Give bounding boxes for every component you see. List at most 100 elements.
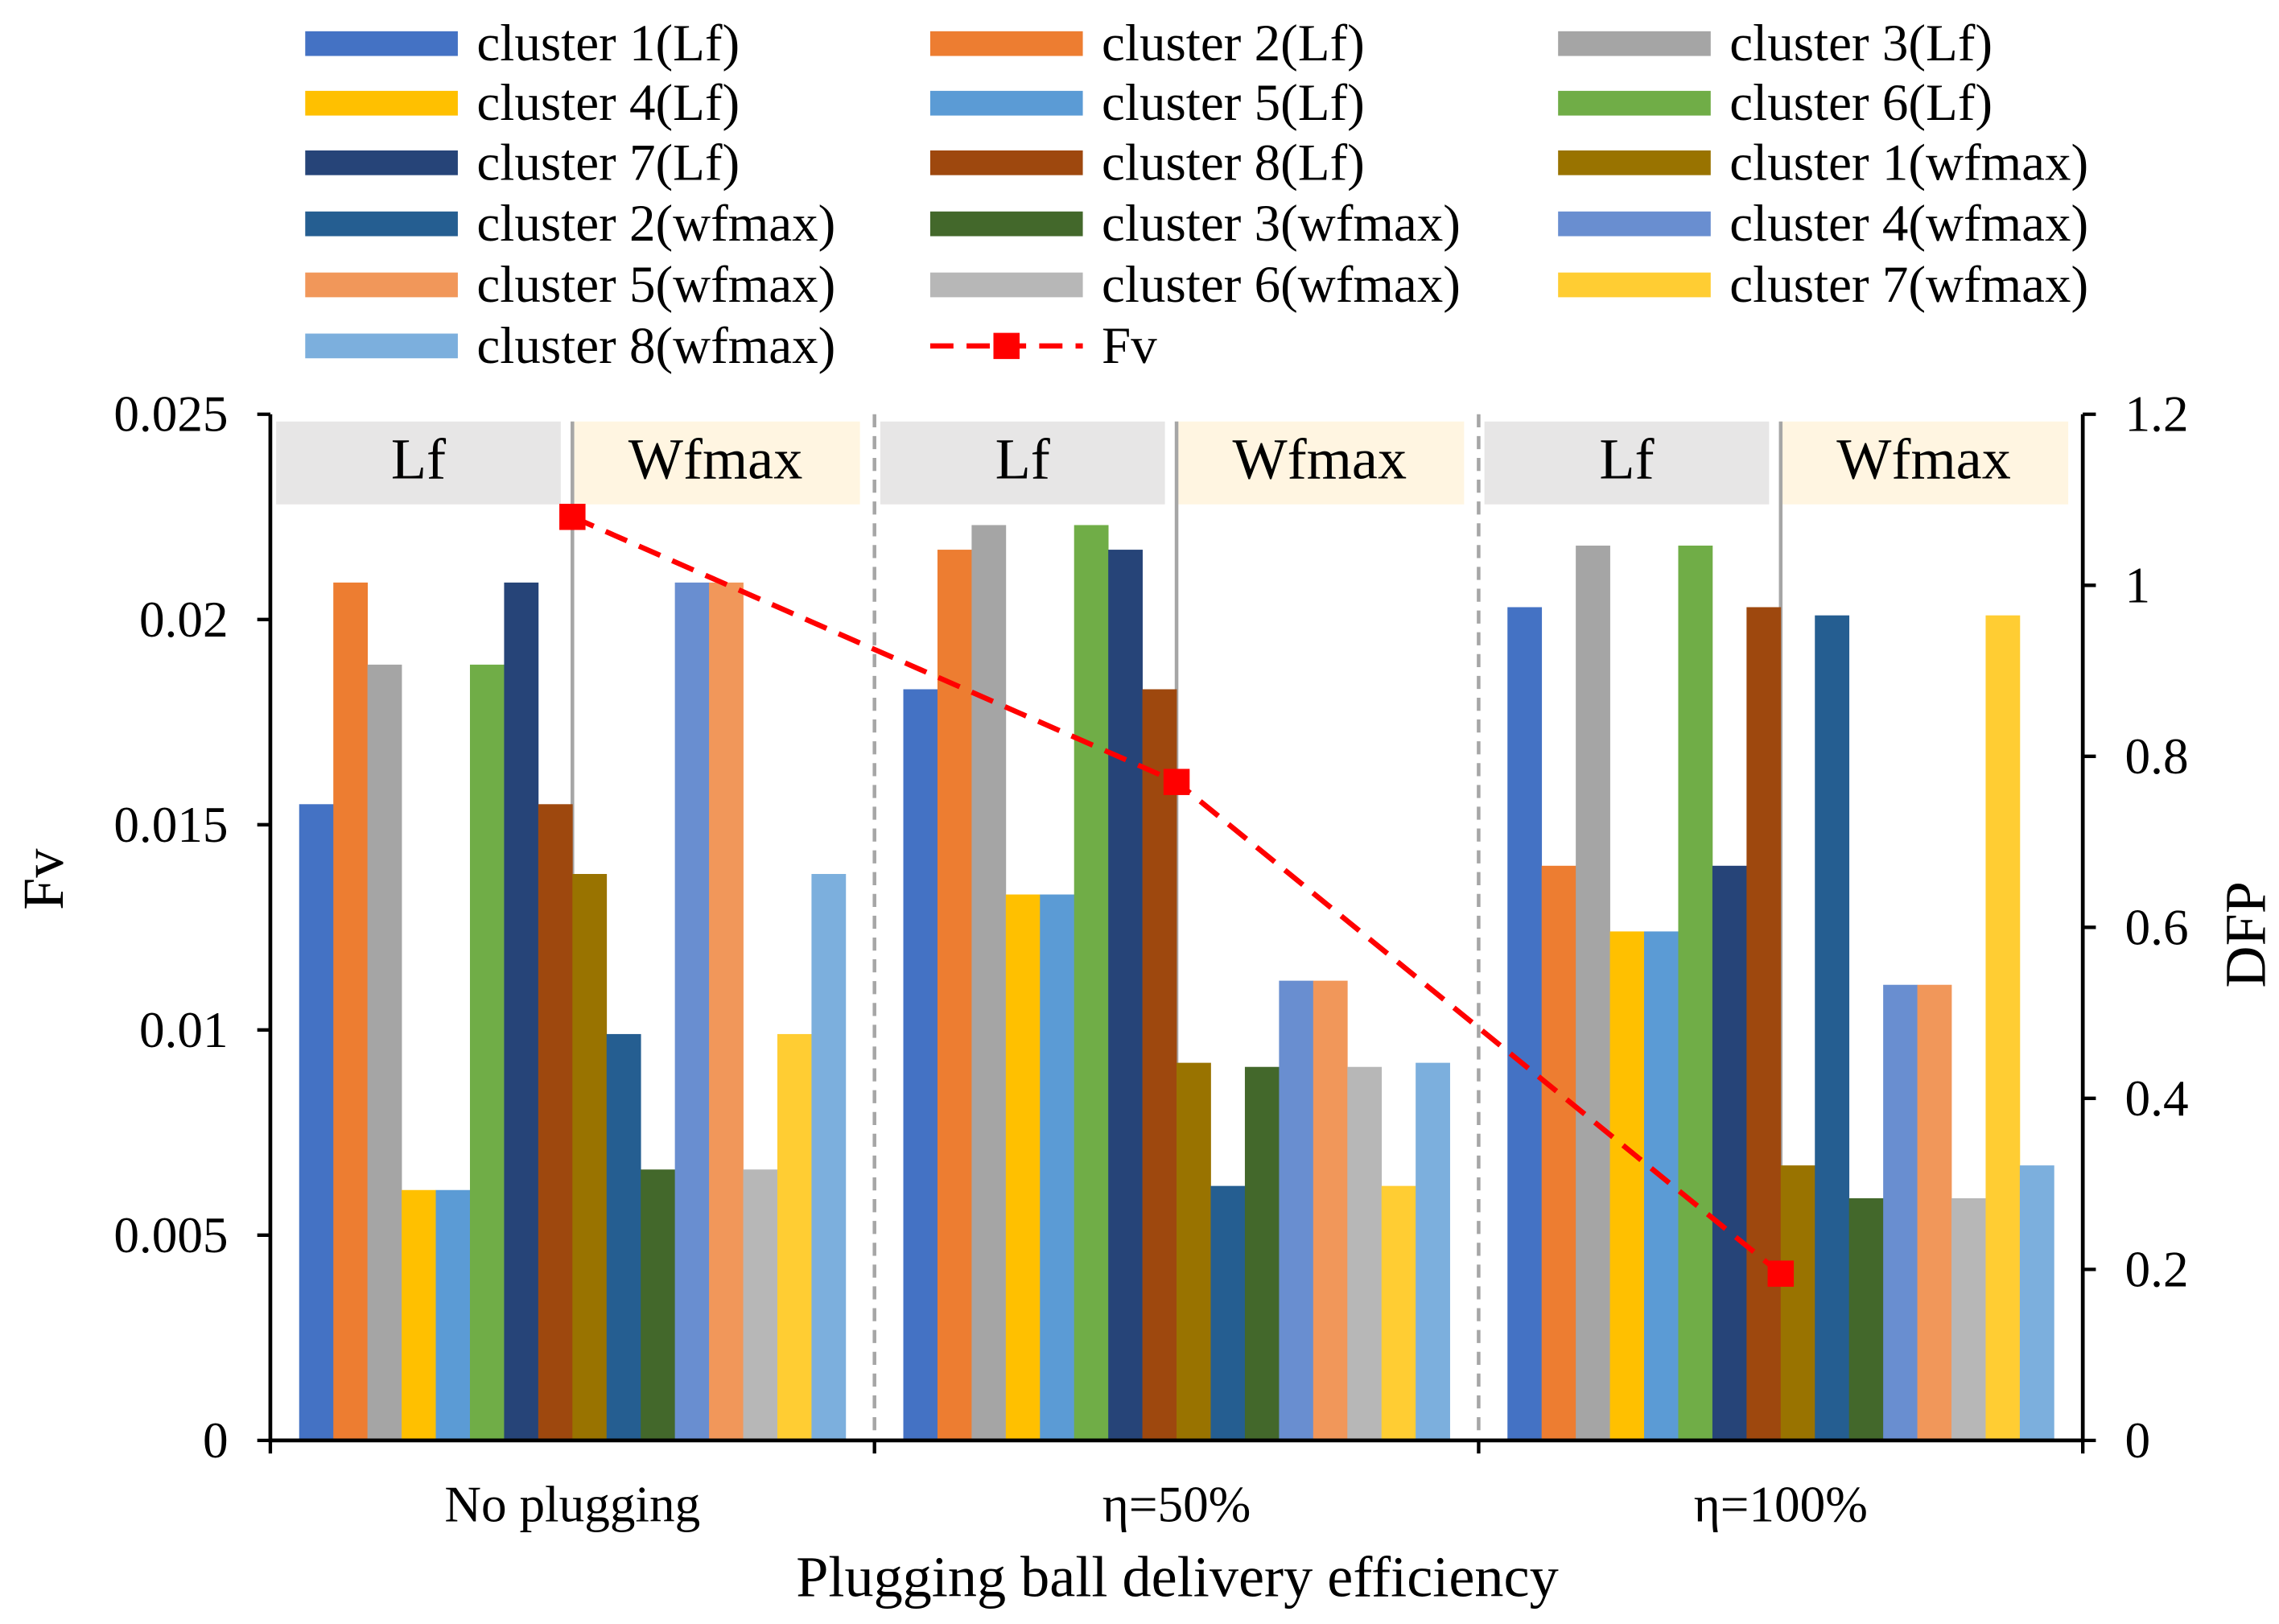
bar-cluster-2-wfmax-group-1 xyxy=(606,1033,641,1441)
bar-cluster-2-wfmax-group-3 xyxy=(1815,615,1850,1441)
bar-cluster-8-lf-group-3 xyxy=(1746,607,1782,1441)
y-tick-label-2: 0.01 xyxy=(139,1002,229,1058)
bar-cluster-3-wfmax-group-3 xyxy=(1848,1197,1884,1441)
bar-cluster-5-wfmax-group-1 xyxy=(709,582,744,1441)
legend-swatch-cluster-8-lf xyxy=(929,150,1083,175)
legend-swatch-fv-marker xyxy=(993,332,1020,360)
header-box-wfmax-group-3 xyxy=(1778,421,2069,505)
bar-cluster-1-lf-group-1 xyxy=(299,804,334,1441)
bar-cluster-6-wfmax-group-2 xyxy=(1347,1066,1383,1441)
header-box-wfmax-group-1 xyxy=(571,421,860,505)
y2-tick-label-3: 0.6 xyxy=(2125,899,2189,955)
y2-tick-label-0: 0 xyxy=(2125,1412,2151,1469)
legend-swatch-cluster-1-lf xyxy=(305,31,458,56)
bar-cluster-5-lf-group-3 xyxy=(1644,931,1679,1441)
bar-cluster-5-wfmax-group-3 xyxy=(1917,984,1952,1441)
header-box-wfmax-group-2 xyxy=(1175,421,1465,505)
bar-cluster-7-wfmax-group-1 xyxy=(777,1033,812,1441)
bar-cluster-4-lf-group-1 xyxy=(402,1189,436,1441)
legend-label-cluster-2-lf: cluster 2(Lf) xyxy=(1102,14,1365,72)
bar-cluster-3-wfmax-group-1 xyxy=(641,1169,676,1441)
bar-cluster-8-lf-group-2 xyxy=(1142,689,1177,1441)
bar-cluster-7-lf-group-3 xyxy=(1712,865,1747,1441)
bar-cluster-6-lf-group-2 xyxy=(1074,525,1109,1441)
bar-cluster-7-wfmax-group-2 xyxy=(1381,1185,1416,1441)
legend-swatch-cluster-5-lf xyxy=(929,90,1083,116)
legend-label-cluster-5-wfmax: cluster 5(wfmax) xyxy=(476,256,835,314)
bars xyxy=(299,525,2054,1441)
legend-swatch-cluster-8-wfmax xyxy=(305,333,458,359)
bar-cluster-2-wfmax-group-2 xyxy=(1210,1185,1246,1441)
legend-swatch-cluster-6-wfmax xyxy=(929,272,1083,298)
header-label-wfmax-group-1: Wfmax xyxy=(628,427,803,492)
y2-tick-label-2: 0.4 xyxy=(2125,1070,2189,1127)
fv-line-series xyxy=(559,504,1795,1287)
legend-swatch-cluster-7-wfmax xyxy=(1558,272,1711,298)
bar-cluster-6-lf-group-1 xyxy=(469,664,505,1441)
header-label-lf-group-2: Lf xyxy=(995,427,1051,492)
header-box-lf-group-3 xyxy=(1484,421,1770,505)
legend-swatch-cluster-7-lf xyxy=(305,150,458,175)
y2-axis-title: DFP xyxy=(2213,881,2277,988)
bar-cluster-4-wfmax-group-2 xyxy=(1279,980,1314,1441)
legend-label-cluster-1-wfmax: cluster 1(wfmax) xyxy=(1729,134,2088,192)
legend: cluster 1(Lf) cluster 2(Lf) cluster 3(Lf)c… xyxy=(305,14,2088,375)
y2-tick-label-1: 0.2 xyxy=(2125,1241,2189,1297)
bar-cluster-1-wfmax-group-2 xyxy=(1177,1062,1211,1441)
x-axis-title: Plugging ball delivery efficiency xyxy=(796,1545,1558,1610)
legend-label-cluster-1-lf: cluster 1(Lf) xyxy=(476,14,740,72)
header-label-lf-group-3: Lf xyxy=(1599,427,1655,492)
legend-label-cluster-3-lf: cluster 3(Lf) xyxy=(1729,14,1993,72)
bar-cluster-1-wfmax-group-1 xyxy=(572,874,608,1441)
legend-label-fv: Fv xyxy=(1102,317,1157,375)
legend-swatch-cluster-4-wfmax xyxy=(1558,211,1711,237)
legend-swatch-cluster-4-lf xyxy=(305,90,458,116)
legend-label-cluster-6-lf: cluster 6(Lf) xyxy=(1729,74,1993,132)
fv-marker-3 xyxy=(1767,1260,1795,1287)
bar-cluster-7-lf-group-2 xyxy=(1108,550,1143,1441)
legend-swatch-cluster-3-lf xyxy=(1558,31,1711,56)
bar-cluster-2-lf-group-2 xyxy=(937,550,972,1441)
bar-cluster-5-wfmax-group-2 xyxy=(1313,980,1348,1441)
y-axis-title: Fv xyxy=(11,848,76,910)
legend-label-cluster-4-lf: cluster 4(Lf) xyxy=(476,74,740,132)
legend-label-cluster-2-wfmax: cluster 2(wfmax) xyxy=(476,195,835,253)
bar-cluster-5-lf-group-2 xyxy=(1040,894,1075,1441)
y-tick-label-1: 0.005 xyxy=(113,1207,228,1263)
bar-cluster-4-wfmax-group-3 xyxy=(1883,984,1918,1441)
legend-label-cluster-4-wfmax: cluster 4(wfmax) xyxy=(1729,195,2088,253)
x-category-label-3: η=100% xyxy=(1694,1476,1868,1532)
legend-swatch-cluster-3-wfmax xyxy=(929,211,1083,237)
y-tick-label-0: 0 xyxy=(203,1412,229,1469)
fv-marker-1 xyxy=(559,504,586,530)
bar-cluster-4-lf-group-3 xyxy=(1609,931,1645,1441)
legend-label-cluster-6-wfmax: cluster 6(wfmax) xyxy=(1102,256,1461,314)
bar-cluster-6-lf-group-3 xyxy=(1678,545,1713,1441)
legend-label-cluster-3-wfmax: cluster 3(wfmax) xyxy=(1102,195,1461,253)
fv-marker-2 xyxy=(1163,769,1190,795)
bar-cluster-1-lf-group-3 xyxy=(1507,607,1543,1441)
bar-cluster-1-wfmax-group-3 xyxy=(1780,1165,1815,1441)
legend-swatch-cluster-5-wfmax xyxy=(305,272,458,298)
axis-ticks: No plugging η=50% η=100% 0 0.005 0.01 0.015 0.0… xyxy=(113,386,2188,1533)
y-tick-label-5: 0.025 xyxy=(113,386,228,443)
bar-cluster-8-wfmax-group-1 xyxy=(811,874,847,1441)
bar-cluster-2-lf-group-1 xyxy=(333,582,369,1441)
legend-label-cluster-8-wfmax: cluster 8(wfmax) xyxy=(476,317,835,375)
legend-swatch-cluster-2-wfmax xyxy=(305,211,458,237)
bar-cluster-3-lf-group-2 xyxy=(971,525,1007,1441)
bar-cluster-4-lf-group-2 xyxy=(1005,894,1041,1441)
bar-cluster-8-wfmax-group-2 xyxy=(1416,1062,1450,1441)
x-category-label-1: No plugging xyxy=(444,1476,700,1532)
legend-swatch-cluster-2-lf xyxy=(929,31,1083,56)
header-label-lf-group-1: Lf xyxy=(391,427,447,492)
x-category-label-2: η=50% xyxy=(1102,1476,1251,1532)
header-label-wfmax-group-3: Wfmax xyxy=(1836,427,2011,492)
bar-cluster-7-lf-group-1 xyxy=(504,582,539,1441)
legend-label-cluster-5-lf: cluster 5(Lf) xyxy=(1102,74,1365,132)
legend-label-cluster-7-wfmax: cluster 7(wfmax) xyxy=(1729,256,2088,314)
y-tick-label-4: 0.02 xyxy=(139,591,229,648)
header-label-wfmax-group-2: Wfmax xyxy=(1233,427,1407,492)
legend-label-cluster-7-lf: cluster 7(Lf) xyxy=(476,134,740,192)
